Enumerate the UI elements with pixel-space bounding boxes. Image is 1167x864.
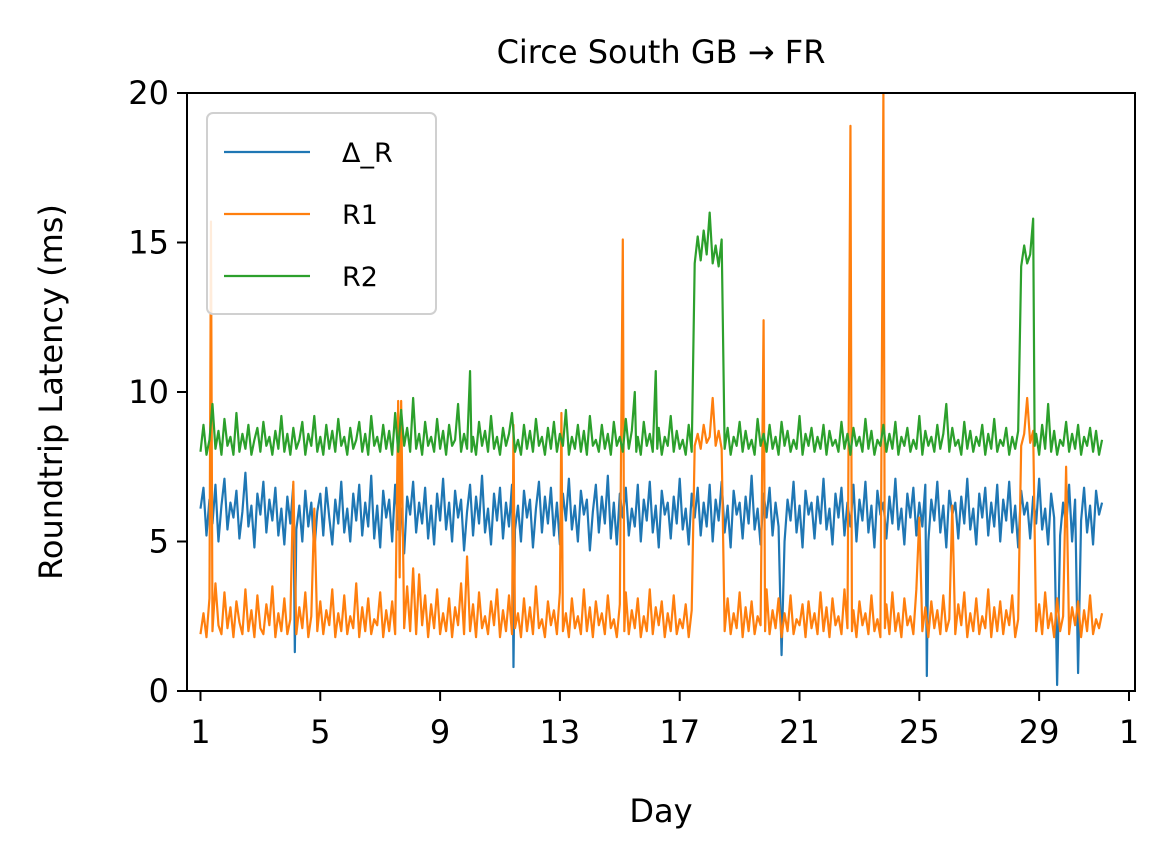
x-tick-label: 5 <box>310 713 330 751</box>
x-tick-label: 1 <box>190 713 210 751</box>
x-tick-label: 13 <box>540 713 581 751</box>
x-tick-label: 1 <box>1119 713 1139 751</box>
y-axis-ticks: 0 5 10 15 20 <box>128 74 187 710</box>
y-tick-label: 5 <box>149 523 169 561</box>
x-tick-label: 29 <box>1019 713 1060 751</box>
y-tick-label: 10 <box>128 373 169 411</box>
series-line-2 <box>199 93 1104 639</box>
x-tick-label: 25 <box>899 713 940 751</box>
chart-title: Circe South GB → FR <box>497 33 826 71</box>
y-tick-label: 15 <box>128 224 169 262</box>
x-tick-label: 21 <box>779 713 820 751</box>
y-tick-label: 20 <box>128 74 169 112</box>
x-tick-label: 17 <box>659 713 700 751</box>
series-line-1 <box>199 471 1104 687</box>
x-axis-label: Day <box>629 792 692 830</box>
x-tick-label: 9 <box>430 713 450 751</box>
series-layer <box>199 93 1104 687</box>
legend-label-1: Δ_R <box>342 138 393 169</box>
legend-box <box>206 112 437 315</box>
series-line-3 <box>199 211 1104 456</box>
legend: Δ_R R1 R2 <box>206 112 437 315</box>
legend-label-2: R1 <box>342 200 378 231</box>
y-tick-label: 0 <box>149 672 169 710</box>
y-axis-label: Roundtrip Latency (ms) <box>32 204 70 580</box>
x-axis-ticks: 1 5 9 13 17 21 25 29 1 <box>190 691 1139 751</box>
legend-label-3: R2 <box>342 262 378 293</box>
